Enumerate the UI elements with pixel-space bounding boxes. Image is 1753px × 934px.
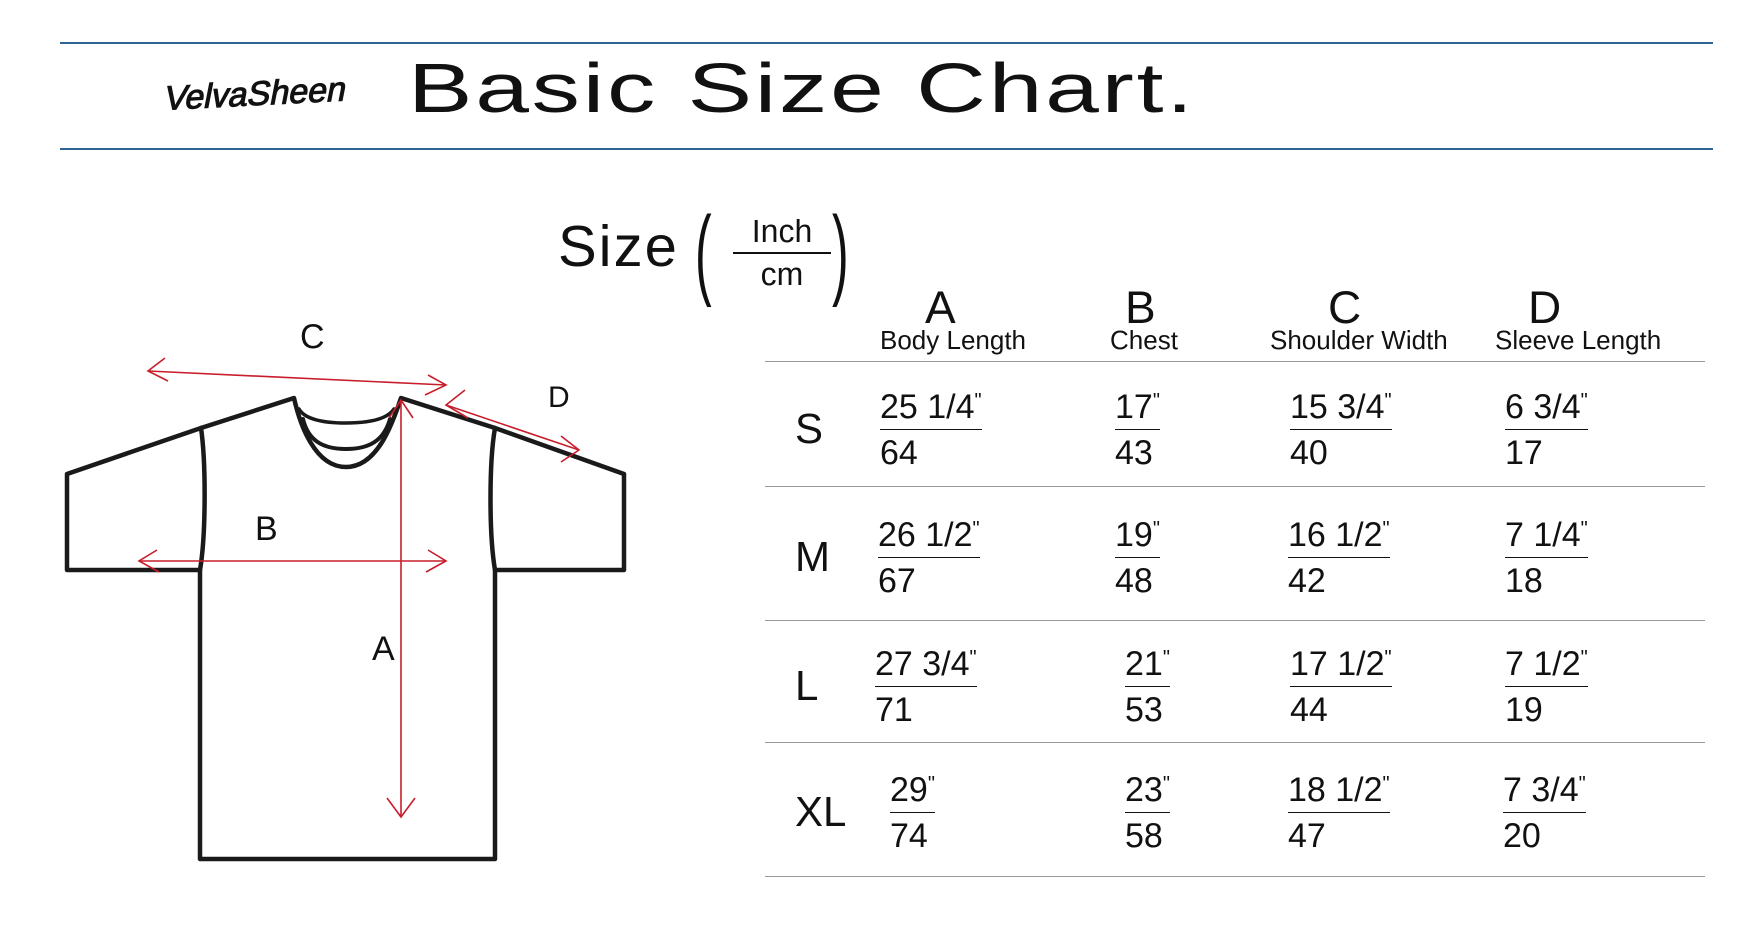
svg-text:C: C xyxy=(300,318,325,356)
svg-text:VelvaSheen: VelvaSheen xyxy=(163,70,348,118)
svg-text:A: A xyxy=(372,630,395,668)
svg-text:D: D xyxy=(548,381,570,414)
svg-text:B: B xyxy=(255,510,278,548)
